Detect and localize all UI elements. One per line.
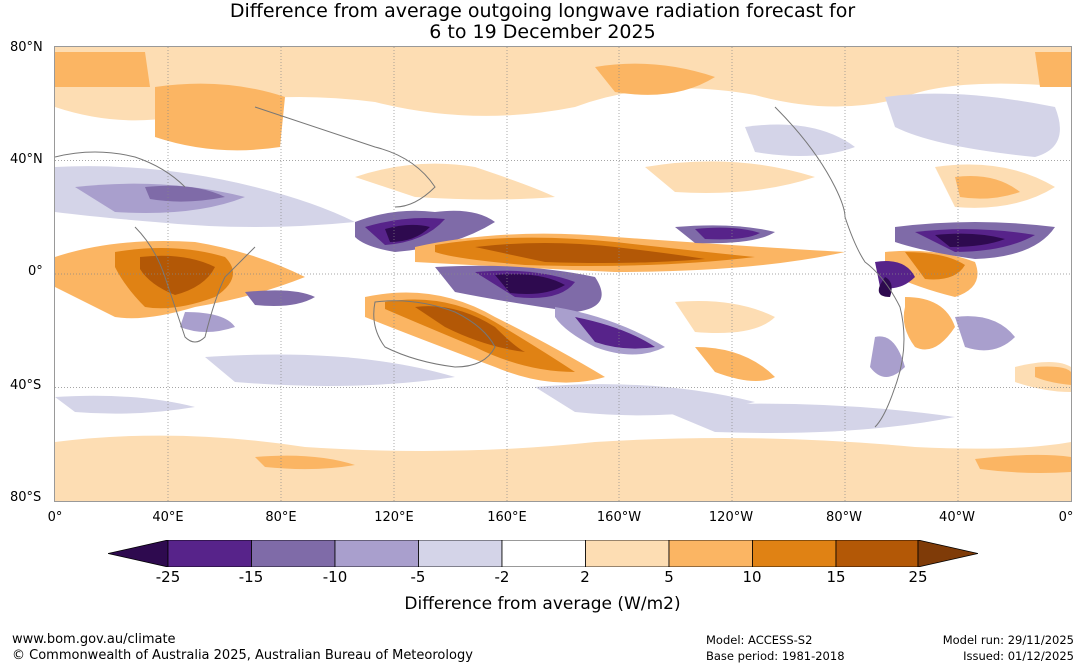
lon-label-160w: 160°W: [596, 510, 642, 525]
colorbar-tick-neg25: -25: [155, 568, 181, 586]
colorbar-extend-high: [917, 540, 978, 567]
lon-label-80e: 80°E: [265, 510, 297, 525]
footer-base-period: Base period: 1981-2018: [706, 649, 845, 663]
lon-label-80w: 80°W: [826, 510, 862, 525]
colorbar-tick-neg5: -5: [410, 568, 426, 586]
colorbar-segment-8: [752, 540, 837, 567]
lon-label-120e: 120°E: [374, 510, 414, 525]
lon-label-160e: 160°E: [487, 510, 527, 525]
colorbar-tick-neg15: -15: [238, 568, 264, 586]
colorbar-segment-9: [835, 540, 919, 567]
colorbar-extend-low: [108, 540, 169, 567]
colorbar-tick-2: 2: [580, 568, 590, 586]
colorbar-segment-6: [585, 540, 670, 567]
footer-url: www.bom.gov.au/climate: [12, 632, 176, 647]
colorbar-tick-25: 25: [908, 568, 928, 586]
colorbar-tick-5: 5: [664, 568, 674, 586]
lat-label-80n: 80°N: [10, 40, 43, 55]
map-field: [55, 47, 1071, 501]
colorbar-tick-neg10: -10: [322, 568, 348, 586]
lon-label-0-end: 0°: [1058, 510, 1074, 525]
lon-label-120w: 120°W: [708, 510, 754, 525]
colorbar-segment-3: [334, 540, 419, 567]
colorbar-segment-1: [167, 540, 252, 567]
colorbar-segment-5: [501, 540, 586, 567]
map-title-line-1: Difference from average outgoing longwav…: [229, 0, 856, 22]
colorbar-segment-7: [668, 540, 753, 567]
lat-label-80s: 80°S: [10, 490, 42, 505]
lon-label-40e: 40°E: [152, 510, 184, 525]
colorbar-tick-15: 15: [826, 568, 846, 586]
lon-label-40w: 40°W: [939, 510, 975, 525]
colorbar-tick-10: 10: [742, 568, 762, 586]
colorbar: [108, 540, 978, 567]
lat-label-40s: 40°S: [10, 378, 42, 393]
map-title-line-2: 6 to 19 December 2025: [429, 21, 656, 43]
olr-anomaly-map: [54, 46, 1072, 502]
lat-label-40n: 40°N: [10, 152, 43, 167]
colorbar-label: Difference from average (W/m2): [404, 594, 681, 614]
lat-label-eq: 0°: [28, 264, 43, 279]
colorbar-segment-4: [418, 540, 503, 567]
colorbar-segment-2: [251, 540, 336, 567]
footer-model-run: Model run: 29/11/2025: [942, 633, 1074, 647]
lon-label-0: 0°: [47, 510, 63, 525]
footer-copyright: © Commonwealth of Australia 2025, Austra…: [12, 648, 473, 663]
colorbar-tick-neg2: -2: [494, 568, 510, 586]
footer-model: Model: ACCESS-S2: [706, 633, 813, 647]
footer-issued: Issued: 01/12/2025: [963, 649, 1074, 663]
